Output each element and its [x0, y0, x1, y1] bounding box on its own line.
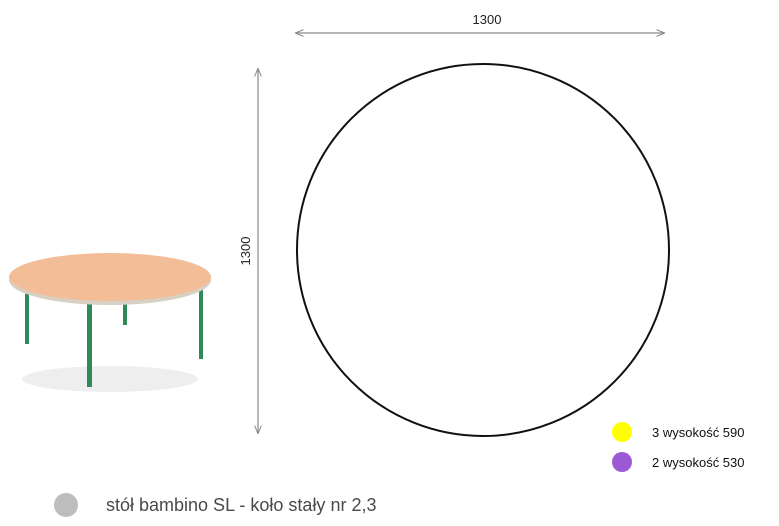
table-leg-back-left	[25, 286, 29, 344]
legend-dot-icon	[612, 422, 632, 442]
height-dimension-label: 1300	[238, 237, 253, 266]
table-leg-front-left	[87, 304, 92, 387]
legend-label: 2 wysokość 530	[652, 454, 745, 470]
legend-item-height-590: 3 wysokość 590	[612, 422, 745, 442]
table-shadow	[22, 366, 198, 392]
table-top-outline	[296, 63, 670, 437]
round-table-image	[0, 238, 220, 403]
table-leg-front-right	[199, 289, 203, 359]
table-top	[9, 253, 211, 301]
caption-text: stół bambino SL - koło stały nr 2,3	[106, 494, 377, 515]
status-dot-icon	[54, 493, 78, 517]
table-leg-back-right	[123, 299, 127, 325]
legend-label: 3 wysokość 590	[652, 424, 745, 440]
legend-dot-icon	[612, 452, 632, 472]
legend-item-height-530: 2 wysokość 530	[612, 452, 745, 472]
table-render-svg	[9, 253, 211, 392]
product-caption: stół bambino SL - koło stały nr 2,3	[54, 493, 376, 517]
width-dimension-label: 1300	[473, 12, 502, 27]
